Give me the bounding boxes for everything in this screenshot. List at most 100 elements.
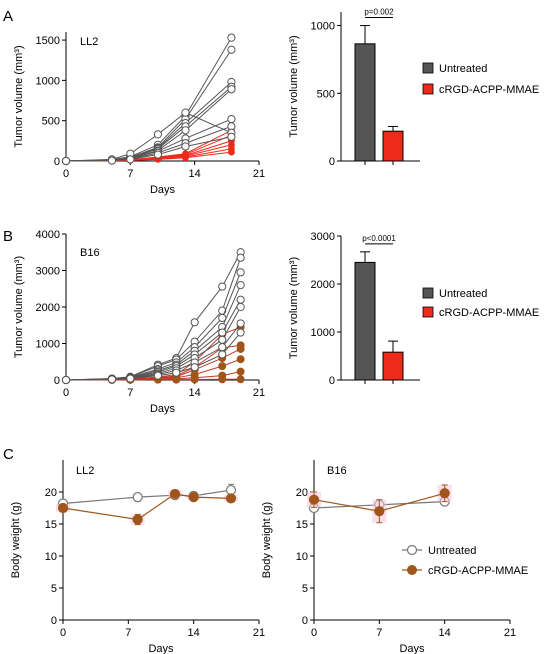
series-line-untreated: [65, 252, 242, 381]
bar-treated: [382, 351, 404, 381]
bar-untreated: [354, 43, 376, 162]
data-point-untreated: [236, 319, 245, 328]
c-ll2-x-axis-label: Days: [148, 643, 174, 654]
chart-a-bar: 0 500 1000 Tumor volume (mm³) p=0.002: [288, 8, 420, 168]
data-point-treated: [132, 514, 143, 525]
a-bar-y-tick-label: 1000: [311, 21, 335, 33]
b-line-x-tick-label: 21: [253, 387, 265, 399]
b-bar-y-tick-label: 2000: [311, 279, 335, 291]
data-point-untreated: [236, 253, 245, 262]
b-bar-y-axis-label: Tumor volume (mm³): [288, 257, 300, 359]
data-point-untreated: [225, 484, 237, 496]
legend-b-untreated-swatch: [422, 287, 434, 299]
b-line-y-tick-label: 4000: [36, 229, 60, 241]
data-point-treated: [190, 375, 199, 384]
legend-b-treated-label: cRGD-ACPP-MMAE: [439, 307, 539, 319]
p-value-annotation: p=0.002: [364, 8, 394, 17]
data-point-treated: [374, 506, 385, 517]
series-line-untreated: [65, 136, 232, 162]
a-bar-y-tick-label: 500: [317, 88, 335, 100]
c-ll2-x-tick-label: 21: [253, 627, 265, 639]
c-ll2-x-tick-label: 14: [188, 627, 200, 639]
b-line-y-tick-label: 2000: [36, 302, 60, 314]
chart-a-tumor-growth: 0 500 1000 1500 0 7 14 21 Days Tumor volume (mm³)…: [13, 32, 265, 196]
data-point-treated: [172, 375, 181, 384]
data-point-untreated: [61, 156, 71, 166]
data-point-untreated: [236, 295, 245, 304]
c-b16-y-tick-label: 10: [296, 551, 308, 563]
c-b16-y-axis-label: Body weight (g): [261, 502, 273, 578]
c-ll2-x-tick-label: 7: [125, 627, 131, 639]
data-point-untreated: [153, 130, 163, 139]
data-point-untreated: [190, 318, 199, 327]
data-point-treated: [188, 492, 199, 503]
data-point-untreated: [218, 335, 227, 344]
legend-c-untreated-label: Untreated: [428, 545, 476, 557]
a-line-x-tick-label: 14: [189, 168, 201, 180]
c-ll2-y-axis-label: Body weight (g): [10, 502, 22, 578]
data-point-untreated: [227, 33, 236, 42]
data-point-untreated: [61, 375, 71, 385]
c-b16-y-tick-label: 0: [302, 615, 308, 627]
series-line-untreated: [65, 284, 242, 381]
a-line-x-tick-label: 0: [63, 168, 69, 180]
legend-a-untreated-swatch: [422, 62, 434, 74]
data-point-treated: [236, 367, 245, 376]
a-line-y-axis-label: Tumor volume (mm³): [13, 45, 25, 147]
b-bar-y-tick-label: 0: [329, 375, 335, 387]
c-ll2-y-tick-label: 5: [51, 583, 57, 595]
b-line-y-tick-label: 0: [54, 375, 60, 387]
panel-letter-a: A: [3, 8, 13, 25]
data-point-treated: [308, 494, 320, 505]
series-line-treated: [65, 134, 232, 162]
c-b16-x-tick-label: 0: [311, 627, 317, 639]
data-point-treated: [169, 488, 181, 500]
data-point-untreated: [227, 45, 236, 54]
data-point-treated: [57, 502, 69, 514]
legend-a: Untreated cRGD-ACPP-MMAE: [422, 62, 539, 96]
c-ll2-y-tick-label: 15: [45, 519, 57, 531]
a-line-y-tick-label: 1500: [36, 35, 60, 47]
legend-b-untreated-label: Untreated: [439, 288, 487, 300]
a-line-y-tick-label: 0: [54, 156, 60, 168]
data-point-untreated: [218, 282, 227, 291]
series-line-untreated: [65, 112, 232, 162]
data-point-untreated: [107, 375, 117, 384]
data-point-treated: [225, 493, 237, 504]
series-line-treated: [65, 358, 241, 381]
data-point-untreated: [132, 492, 143, 503]
data-point-treated: [236, 344, 245, 353]
data-point-treated: [182, 154, 189, 162]
c-b16-x-tick-label: 7: [376, 627, 382, 639]
b-line-x-tick-label: 0: [63, 387, 69, 399]
c-ll2-x-tick-label: 0: [60, 627, 66, 639]
data-point-treated: [228, 148, 235, 156]
c-b16-y-tick-label: 20: [296, 487, 308, 499]
data-point-untreated: [126, 374, 135, 383]
a-line-y-tick-label: 500: [42, 116, 60, 128]
data-point-untreated: [227, 114, 236, 124]
data-point-untreated: [236, 268, 245, 277]
series-line-untreated: [62, 489, 232, 505]
data-point-untreated: [227, 85, 236, 94]
data-point-treated: [218, 362, 227, 371]
data-point-treated: [236, 375, 245, 384]
data-point-untreated: [153, 150, 163, 159]
c-b16-x-tick-label: 14: [439, 627, 451, 639]
chart-c-b16-weight: 0 5 10 15 20 0 7 14 21 Days Body weight (g) B16: [261, 460, 516, 654]
series-line-untreated: [65, 49, 232, 162]
data-point-untreated: [153, 371, 163, 380]
data-point-untreated: [181, 142, 190, 151]
chart-title: B16: [327, 465, 347, 477]
data-point-untreated: [236, 302, 245, 312]
a-line-x-tick-label: 7: [127, 168, 133, 180]
chart-b-tumor-growth: 0 1000 2000 3000 4000 0 7 14 21 Days Tumor volume …: [13, 229, 265, 415]
c-b16-y-tick-label: 5: [302, 583, 308, 595]
a-bar-y-tick-label: 0: [329, 156, 335, 168]
c-b16-x-axis-label: Days: [399, 643, 425, 654]
c-ll2-y-tick-label: 0: [51, 615, 57, 627]
legend-b-treated-swatch: [422, 306, 434, 318]
series-line-untreated: [65, 272, 242, 381]
legend-c-untreated-marker: [406, 544, 418, 556]
